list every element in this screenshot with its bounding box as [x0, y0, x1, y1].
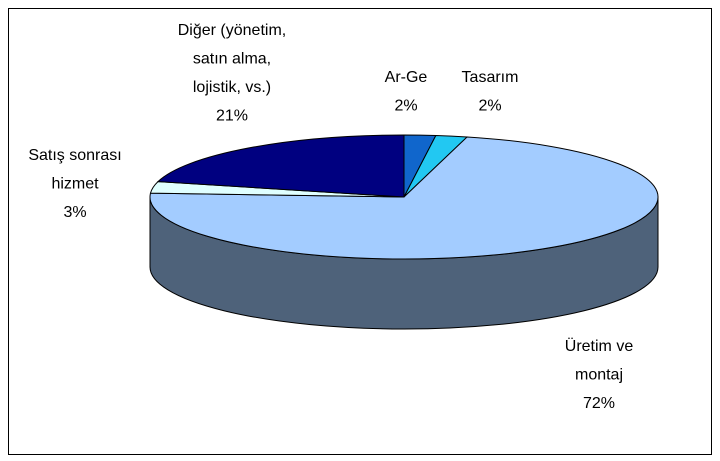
slice-label: Satış sonrası — [28, 147, 121, 164]
slice-value-label: 72% — [583, 395, 615, 412]
slice-label: lojistik, vs.) — [193, 79, 271, 96]
slice-label: satın alma, — [193, 51, 271, 68]
slice-label: Ar-Ge — [385, 69, 428, 86]
slice-label: Üretim ve — [565, 337, 634, 355]
slice-value-label: 2% — [394, 98, 417, 115]
pie-slice — [156, 134, 405, 198]
pie-slice — [149, 136, 659, 260]
slice-label: Tasarım — [462, 69, 519, 86]
slice-label: Diğer (yönetim, — [178, 22, 286, 39]
slice-label: hizmet — [51, 176, 99, 193]
slice-value-label: 21% — [216, 108, 248, 125]
slice-value-label: 2% — [478, 98, 501, 115]
slice-value-label: 3% — [63, 204, 86, 221]
slice-label: montaj — [575, 367, 623, 384]
